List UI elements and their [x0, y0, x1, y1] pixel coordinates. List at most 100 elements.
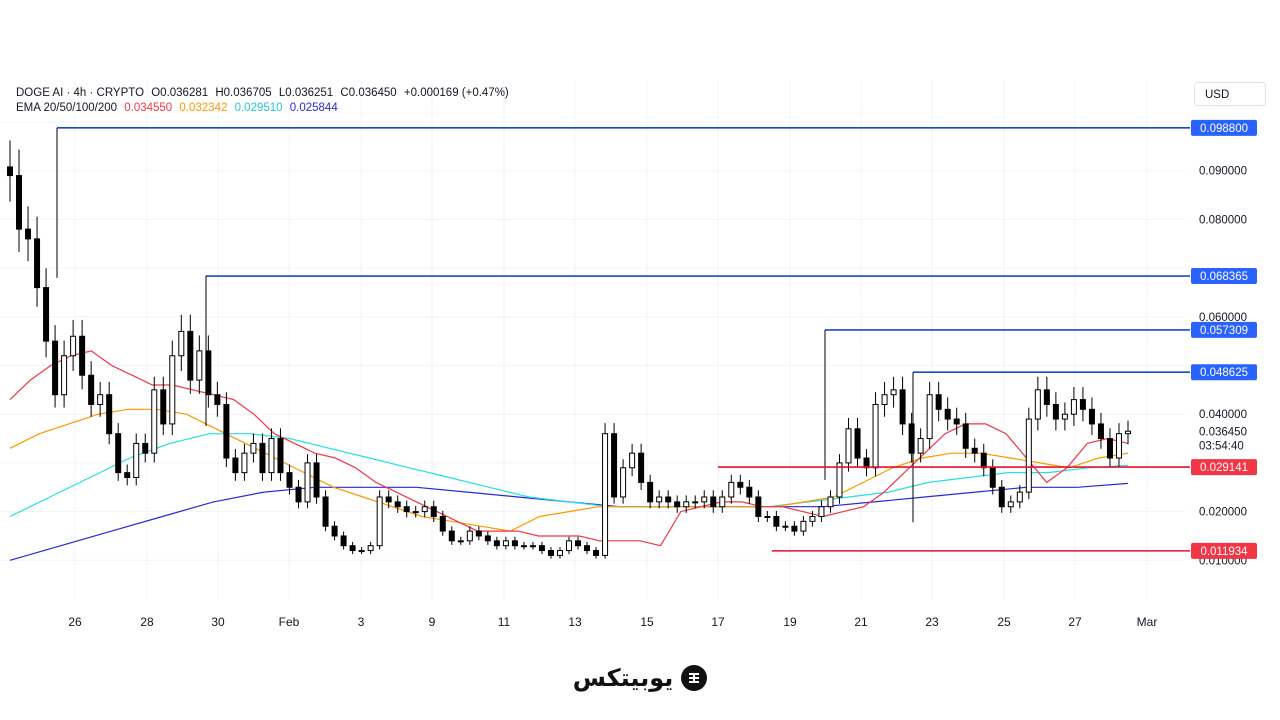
- candle-body: [881, 394, 888, 405]
- candle-body: [340, 535, 347, 547]
- candle-body: [773, 515, 780, 527]
- candle-body: [376, 496, 383, 547]
- candle-body: [890, 389, 897, 396]
- candle-body: [196, 350, 203, 381]
- ema100-line: [9, 433, 1129, 518]
- candle-body: [710, 496, 717, 508]
- candle-body: [457, 540, 464, 543]
- y-tick-label: 0.060000: [1199, 312, 1247, 324]
- x-tick-label: 11: [498, 615, 511, 629]
- price-tag-label: 0.048625: [1200, 367, 1248, 379]
- countdown-label: 03:54:40: [1199, 440, 1244, 452]
- candle-body: [1016, 491, 1023, 503]
- candle-body: [106, 394, 113, 435]
- current-price-label: 0.036450: [1199, 426, 1247, 438]
- candle-body: [304, 462, 311, 503]
- price-tag-label: 0.098800: [1200, 123, 1248, 135]
- candle-body: [917, 438, 924, 454]
- candle-body: [935, 394, 942, 410]
- candle-body: [16, 175, 23, 230]
- candle-body: [43, 287, 50, 342]
- x-tick-label: 3: [358, 615, 365, 629]
- candle-body: [791, 525, 798, 532]
- candle-body: [737, 481, 744, 488]
- candle-body: [1106, 438, 1113, 459]
- candle-body: [322, 496, 329, 527]
- candle-body: [412, 511, 419, 514]
- candle-body: [448, 530, 455, 542]
- candle-body: [674, 501, 681, 508]
- candle-body: [701, 496, 708, 503]
- candle-body: [466, 530, 473, 542]
- candle-body: [998, 486, 1005, 508]
- candle-body: [367, 545, 374, 552]
- candle-body: [52, 340, 59, 396]
- candle-body: [223, 403, 230, 459]
- x-tick-label: 27: [1068, 615, 1082, 629]
- candle-body: [764, 515, 771, 518]
- candle-body: [133, 442, 140, 479]
- x-tick-label: 17: [711, 615, 725, 629]
- high-value: H0.036705: [215, 87, 272, 99]
- x-tick-label: 13: [568, 615, 582, 629]
- candle-body: [70, 335, 77, 357]
- x-tick-label: Mar: [1137, 615, 1158, 629]
- price-tag: [1191, 268, 1257, 285]
- candle-body: [602, 433, 609, 556]
- candle-body: [827, 496, 834, 508]
- close-value: C0.036450: [340, 87, 397, 99]
- ema50-line: [9, 408, 1129, 532]
- candle-body: [34, 238, 41, 289]
- candle-body: [647, 481, 654, 503]
- candle-body: [88, 374, 95, 405]
- candle-body: [638, 452, 645, 483]
- candle-body: [971, 447, 978, 454]
- candle-body: [1115, 433, 1122, 459]
- candle-body: [277, 438, 284, 474]
- candle-body: [1061, 413, 1068, 420]
- y-tick-label: 0.080000: [1199, 214, 1247, 226]
- candle-body: [439, 515, 446, 532]
- ema20-line: [9, 350, 1129, 547]
- candle-body: [142, 442, 149, 454]
- x-tick-label: 19: [783, 615, 797, 629]
- candle-body: [97, 394, 104, 405]
- brand-logo-icon: [681, 665, 708, 691]
- candle-body: [926, 394, 933, 440]
- candle-body: [259, 442, 266, 474]
- price-tag-label: 0.029141: [1200, 462, 1248, 474]
- candle-body: [665, 496, 672, 503]
- candle-body: [214, 394, 221, 405]
- candle-body: [575, 540, 582, 547]
- brand-watermark: یوبیتکس: [0, 660, 1280, 696]
- candle-body: [313, 462, 320, 498]
- candle-body: [178, 330, 185, 357]
- currency-selector[interactable]: USD: [1194, 82, 1266, 106]
- candle-body: [385, 496, 392, 503]
- y-tick-label: 0.040000: [1199, 409, 1247, 421]
- ohlc-row: DOGE AI · 4h · CRYPTO O0.036281 H0.03670…: [16, 86, 513, 101]
- candle-body: [394, 501, 401, 508]
- candle-body: [511, 540, 518, 547]
- candle-body: [1025, 418, 1032, 493]
- candle-body: [728, 481, 735, 498]
- price-tag-label: 0.057309: [1200, 325, 1248, 337]
- candle-body: [683, 501, 690, 508]
- candle-body: [899, 389, 906, 425]
- candle-body: [755, 496, 762, 517]
- candle-body: [1043, 389, 1050, 405]
- candle-body: [962, 423, 969, 449]
- candle-body: [818, 506, 825, 517]
- candle-body: [611, 433, 618, 498]
- candle-body: [692, 501, 699, 504]
- x-tick-label: 28: [140, 615, 154, 629]
- ema200-value: 0.025844: [289, 102, 338, 114]
- candle-body: [782, 525, 789, 528]
- candle-body: [1052, 403, 1059, 420]
- candle-body: [286, 472, 293, 488]
- candle-body: [556, 550, 563, 556]
- price-tag: [1191, 119, 1257, 136]
- candle-body: [232, 457, 239, 474]
- candle-body: [475, 530, 482, 537]
